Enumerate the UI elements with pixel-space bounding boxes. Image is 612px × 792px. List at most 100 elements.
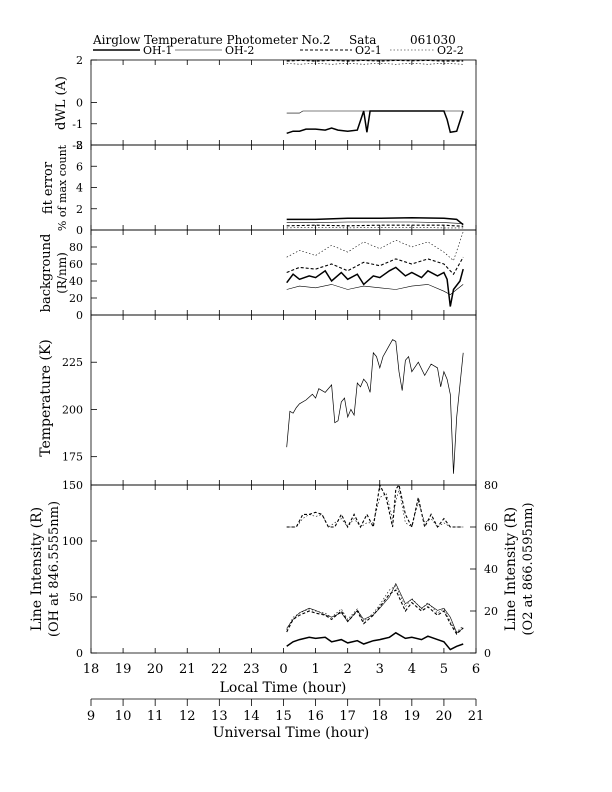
panel-dwl-series: 2 0 -1 -2 xyxy=(72,54,477,152)
site-label: Sata xyxy=(349,33,376,47)
panel-intensity-frame xyxy=(90,484,477,654)
panel-dwl-frame xyxy=(90,59,477,146)
y2tick-label-0: 80 xyxy=(484,479,498,492)
local-time-label: Local Time (hour) xyxy=(220,680,347,696)
ut-tick-label-5: 14 xyxy=(243,709,260,724)
ut-tick-label-12: 21 xyxy=(468,709,485,724)
local-tick-label-12: 6 xyxy=(472,662,480,677)
legend: OH-1 OH-2 O2-1 O2-2 xyxy=(93,44,464,57)
series-background-oh-1 xyxy=(286,266,464,307)
local-tick-label-4: 22 xyxy=(211,662,228,677)
y2tick-label-1: 60 xyxy=(484,521,498,534)
ut-tick-label-6: 15 xyxy=(275,709,292,724)
local-tick-label-1: 19 xyxy=(115,662,132,677)
series-fit-error-o2-2 xyxy=(286,226,464,229)
series-dwl-a-o2-1 xyxy=(286,59,464,62)
panel-temperature-ylabel: Temperature (K) xyxy=(38,339,54,457)
series-fit-error-oh-1 xyxy=(286,217,464,226)
series-background-oh-2 xyxy=(286,284,464,295)
local-tick-label-2: 20 xyxy=(147,662,164,677)
series-line-intensity-r-o2-2-upper xyxy=(286,489,464,528)
series-temperature-k-oh xyxy=(286,339,464,474)
series-line-intensity-r-oh-2 xyxy=(286,582,464,634)
ut-time-label: Universal Time (hour) xyxy=(213,725,370,741)
ytick-label-fit-error-1: 6 xyxy=(76,160,83,173)
legend-label-o22: O2-2 xyxy=(437,44,464,57)
local-tick-label-0: 18 xyxy=(83,662,100,677)
legend-label-o21: O2-1 xyxy=(355,44,382,57)
panel-fit-error-ylabel2: % of max count xyxy=(56,144,69,231)
ytick-label-background-1: 60 xyxy=(69,258,83,271)
legend-label-oh2: OH-2 xyxy=(225,44,254,57)
series-background-o2-2 xyxy=(286,231,464,262)
panel-intensity-ylabel2: (OH at 846.5555nm) xyxy=(47,501,62,637)
ut-tick-label-9: 18 xyxy=(371,709,388,724)
ytick-label-fit-error-2: 4 xyxy=(76,182,83,195)
ut-tick-label-0: 9 xyxy=(87,709,95,724)
panel-dwl: 2 0 -1 -2 dWL (A) xyxy=(54,54,477,152)
panel-dwl-ylabel: dWL (A) xyxy=(54,76,69,130)
local-time-axis: 18 19 20 21 22 23 0 1 2 3 4 5 6 xyxy=(83,662,480,677)
ut-tick-label-2: 11 xyxy=(147,709,164,724)
ytick-label-fit-error-0: 8 xyxy=(76,139,83,152)
local-tick-label-9: 3 xyxy=(376,662,384,677)
panel-background-ylabel: background xyxy=(39,234,54,313)
ytick-label-dwl-a-1: 0 xyxy=(76,97,83,110)
y2tick-label-2: 40 xyxy=(484,563,498,576)
series-line-intensity-r-o2-1 xyxy=(286,589,464,635)
local-tick-label-5: 23 xyxy=(243,662,260,677)
date-label: 061030 xyxy=(410,33,456,47)
panel-background: 80 60 40 20 0 background (R/nm) xyxy=(39,229,477,322)
ytick-label-temperature-k-0: 225 xyxy=(62,356,83,369)
ytick-label-line-intensity-r-0: 150 xyxy=(62,479,83,492)
ut-tick-label-1: 10 xyxy=(115,709,132,724)
y2tick-label-3: 20 xyxy=(484,605,498,618)
ut-tick-label-4: 13 xyxy=(211,709,228,724)
ytick-label-fit-error-3: 2 xyxy=(76,203,83,216)
ytick-label-fit-error-4: 0 xyxy=(76,224,83,237)
panel-temperature-frame xyxy=(90,314,477,486)
panel-intensity-y2label2: (O2 at 866.0595nm) xyxy=(521,502,536,635)
panel-background-ylabel2: (R/nm) xyxy=(55,252,69,294)
series-line-intensity-r-o2-2 xyxy=(286,585,464,633)
local-tick-label-7: 1 xyxy=(311,662,319,677)
ytick-label-dwl-a-3: -2 xyxy=(72,139,83,152)
ytick-label-dwl-a-0: 2 xyxy=(76,54,83,67)
y2tick-label-4: 0 xyxy=(484,647,491,660)
panel-fit-error: 8 6 4 2 0 fit error % of max count xyxy=(41,139,477,237)
local-tick-label-11: 5 xyxy=(440,662,448,677)
ytick-label-line-intensity-r-1: 100 xyxy=(62,535,83,548)
panel-intensity-y2label: Line Intensity (R) xyxy=(503,507,519,631)
ut-tick-label-11: 20 xyxy=(436,709,453,724)
ytick-label-dwl-a-2: -1 xyxy=(72,118,83,131)
panel-fit-error-ylabel: fit error xyxy=(41,161,56,214)
ytick-label-background-3: 20 xyxy=(69,292,83,305)
series-dwl-a-oh-1 xyxy=(286,110,464,135)
series-line-intensity-r-o2-1-upper xyxy=(286,483,464,529)
local-tick-label-6: 0 xyxy=(279,662,287,677)
series-fit-error-oh-2 xyxy=(286,221,464,224)
series-dwl-a-oh-2 xyxy=(286,110,464,114)
ut-axis: 9 10 11 12 13 14 15 16 17 18 19 20 21 xyxy=(87,699,484,724)
local-tick-label-8: 2 xyxy=(344,662,352,677)
ytick-label-background-2: 40 xyxy=(69,275,83,288)
panel-intensity-ylabel: Line Intensity (R) xyxy=(29,507,45,631)
legend-label-oh1: OH-1 xyxy=(143,44,172,57)
ut-tick-label-10: 19 xyxy=(404,709,421,724)
panel-fit-error-series: 8 6 4 2 0 xyxy=(76,139,477,237)
chart-title: Airglow Temperature Photometer No.2 xyxy=(92,33,331,47)
panel-temperature: 225 200 175 Temperature (K) xyxy=(38,314,477,486)
local-tick-label-3: 21 xyxy=(179,662,196,677)
ytick-label-temperature-k-2: 175 xyxy=(62,451,83,464)
ut-tick-label-7: 16 xyxy=(307,709,324,724)
series-line-intensity-r-oh-1 xyxy=(286,631,464,651)
panel-intensity-series: 150 100 50 0 80 60 40 20 0 xyxy=(62,479,498,660)
ytick-label-line-intensity-r-2: 50 xyxy=(69,591,83,604)
ytick-label-background-4: 0 xyxy=(76,309,83,322)
panel-background-series: 80 60 40 20 0 xyxy=(69,230,477,322)
panel-intensity: 150 100 50 0 80 60 40 20 0 Line Intensity (R) (O… xyxy=(29,479,536,660)
ut-tick-label-3: 12 xyxy=(179,709,196,724)
ytick-label-temperature-k-1: 200 xyxy=(62,403,83,416)
panel-temperature-series: 225 200 175 xyxy=(62,315,477,485)
